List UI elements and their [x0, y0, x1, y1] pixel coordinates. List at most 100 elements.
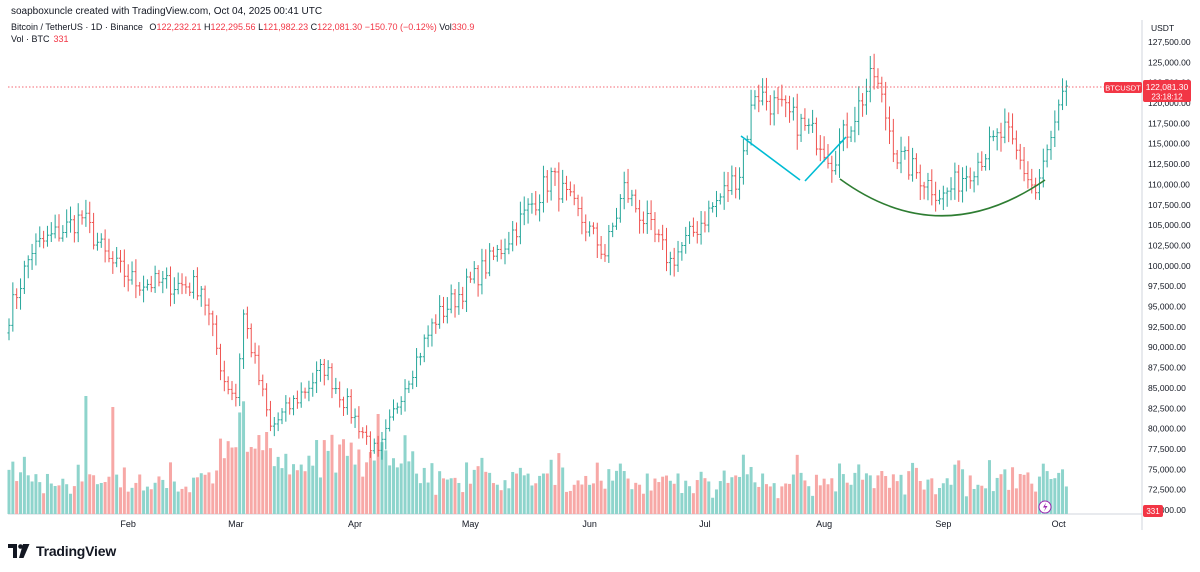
time-tick-label: Jul — [699, 519, 711, 529]
volume-bar — [242, 401, 246, 514]
volume-bar — [49, 483, 53, 514]
price-axis[interactable]: 127,500.00125,000.00122,500.00120,000.00… — [1148, 37, 1191, 515]
price-tick-label: 112,500.00 — [1148, 159, 1190, 169]
volume-legend: Vol · BTC 331 — [11, 34, 69, 44]
volume-bar — [541, 473, 545, 514]
volume-bar — [603, 488, 607, 514]
price-tick-label: 125,000.00 — [1148, 57, 1191, 67]
volume-bar — [684, 480, 688, 514]
volume-bar — [353, 464, 357, 514]
volume-bar — [984, 488, 988, 514]
volume-bar — [891, 474, 895, 514]
open-label: O — [149, 22, 157, 32]
volume-bar — [615, 470, 619, 514]
volume-bar — [672, 483, 676, 514]
price-tick-label: 85,000.00 — [1148, 383, 1186, 393]
volume-bar — [245, 451, 249, 514]
volume-bar — [738, 476, 742, 514]
volume-bar — [645, 473, 649, 514]
volume-bar — [841, 474, 845, 514]
volume-bar — [1064, 486, 1068, 514]
volume-bar — [876, 475, 880, 514]
volume-bar — [449, 478, 453, 514]
volume-bar — [757, 486, 761, 514]
cup-arc — [839, 178, 1046, 217]
volume-bar — [626, 478, 630, 514]
volume-bar — [422, 467, 426, 514]
time-axis[interactable]: Feb Mar Apr May Jun Jul Aug Sep Oct — [120, 519, 1066, 529]
volume-bar — [276, 456, 280, 514]
volume-bar — [580, 484, 584, 514]
volume-bar — [1022, 474, 1026, 514]
volume-bar — [884, 476, 888, 514]
volume-bar — [864, 473, 868, 514]
volume-bar — [714, 489, 718, 514]
volume-tag-text: 331 — [1146, 507, 1160, 516]
volume-bar — [326, 450, 330, 514]
low-label: L — [258, 22, 264, 32]
price-tick-label: 97,500.00 — [1148, 281, 1186, 291]
price-tick-label: 100,000.00 — [1148, 261, 1191, 271]
volume-bar — [664, 475, 668, 514]
volume-bar — [999, 474, 1003, 514]
volume-bar — [568, 490, 572, 514]
volume-bar — [69, 493, 73, 514]
volume-bar — [284, 453, 288, 514]
symbol-legend: Bitcoin / TetherUS · 1D · Binance O122,2… — [11, 22, 474, 32]
volume-bar — [342, 439, 346, 514]
volume-bar — [7, 469, 11, 514]
close-label: C — [310, 22, 318, 32]
volume-bar — [857, 464, 861, 514]
volume-bar — [895, 481, 899, 514]
volume-bar — [1045, 471, 1049, 514]
volume-bar — [761, 473, 765, 514]
price-tick-label: 117,500.00 — [1148, 118, 1190, 128]
price-axis-currency: USDT — [1151, 23, 1174, 33]
volume-bar — [445, 479, 449, 514]
volume-bar — [318, 477, 322, 514]
volume-bar — [207, 472, 211, 514]
time-tick-label: May — [462, 519, 480, 529]
volume-bar — [1049, 479, 1053, 514]
volume-bar — [115, 474, 119, 514]
volume-bar — [453, 477, 457, 514]
volume-bar — [345, 455, 349, 514]
volume-bar — [199, 473, 203, 514]
volume-bar — [322, 440, 326, 514]
volume-bar — [499, 490, 503, 514]
price-tick-label: 105,000.00 — [1148, 220, 1191, 230]
volume-bar — [518, 467, 522, 514]
volume-bar — [130, 487, 134, 514]
volume-tag — [1143, 505, 1163, 517]
volume-bar — [465, 462, 469, 514]
volume-bar — [195, 477, 199, 514]
volume-series-label: Vol · BTC — [11, 34, 50, 44]
price-tick-label: 82,500.00 — [1148, 403, 1186, 413]
price-tick-label: 77,500.00 — [1148, 444, 1186, 454]
volume-bar — [618, 463, 622, 514]
volume-bar — [534, 483, 538, 514]
volume-bar — [1018, 474, 1022, 514]
volume-bar — [72, 486, 76, 514]
volume-bar — [888, 487, 892, 514]
volume-bar — [930, 478, 934, 514]
volume-bar — [695, 480, 699, 514]
volume-bar — [92, 475, 96, 514]
volume-bar — [153, 482, 157, 514]
volume-bar — [834, 491, 838, 514]
price-tick-label: 127,500.00 — [1148, 37, 1191, 47]
vol-label: Vol — [439, 22, 452, 32]
volume-bar — [784, 483, 788, 514]
volume-bar — [1030, 483, 1034, 514]
volume-bar — [964, 496, 968, 514]
volume-bar — [937, 487, 941, 514]
volume-bar — [361, 476, 365, 514]
price-tick-label: 92,500.00 — [1148, 322, 1186, 332]
volume-bar — [80, 481, 84, 514]
volume-bar — [172, 481, 176, 514]
volume-bar — [918, 480, 922, 514]
price-tick-label: 80,000.00 — [1148, 424, 1186, 434]
vee-left-line — [740, 135, 801, 181]
volume-bar — [572, 484, 576, 514]
